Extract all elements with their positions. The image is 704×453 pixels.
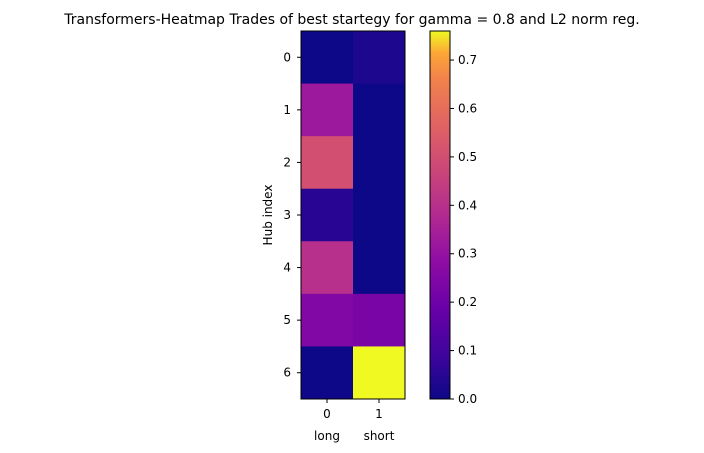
heatmap-cell: [353, 346, 406, 400]
heatmap-cell: [301, 31, 354, 85]
colorbar-ticks: 0.0 0.1 0.2 0.3 0.4 0.5 0.6 0.7: [450, 53, 477, 406]
y-tick-label: 4: [283, 261, 291, 275]
y-axis-ticks: 0 1 2 3 4 5 6: [283, 50, 301, 380]
heatmap-cells: [301, 31, 406, 400]
colorbar-tick-label: 0.7: [458, 53, 477, 67]
y-tick-label: 0: [283, 50, 291, 64]
x-axis-ticks: 0 long 1 short: [314, 399, 395, 443]
heatmap-cell: [301, 293, 354, 347]
x-tick-label: 0: [323, 407, 331, 421]
colorbar-tick-label: 0.1: [458, 344, 477, 358]
y-axis-label: Hub index: [261, 185, 275, 246]
colorbar-tick-label: 0.0: [458, 392, 477, 406]
heatmap-cell: [353, 83, 406, 137]
colorbar-tick-label: 0.2: [458, 295, 477, 309]
heatmap-cell: [301, 83, 354, 137]
heatmap-cell: [353, 136, 406, 190]
heatmap-cell: [301, 346, 354, 400]
x-category-label: long: [314, 429, 340, 443]
colorbar-tick-label: 0.6: [458, 101, 477, 115]
heatmap-cell: [301, 188, 354, 242]
y-tick-label: 3: [283, 208, 291, 222]
heatmap-cell: [353, 31, 406, 85]
y-tick-label: 5: [283, 313, 291, 327]
heatmap-cell: [301, 136, 354, 190]
heatmap-cell: [301, 241, 354, 295]
colorbar-tick-label: 0.3: [458, 247, 477, 261]
chart-title: Transformers-Heatmap Trades of best star…: [63, 12, 639, 28]
colorbar-tick-label: 0.5: [458, 150, 477, 164]
colorbar-tick-label: 0.4: [458, 198, 477, 212]
heatmap-cell: [353, 188, 406, 242]
y-tick-label: 1: [283, 103, 291, 117]
x-category-label: short: [364, 429, 395, 443]
heatmap-cell: [353, 293, 406, 347]
y-tick-label: 6: [283, 366, 291, 380]
heatmap-cell: [353, 241, 406, 295]
colorbar-gradient: [429, 30, 451, 400]
y-tick-label: 2: [283, 155, 291, 169]
x-tick-label: 1: [375, 407, 383, 421]
